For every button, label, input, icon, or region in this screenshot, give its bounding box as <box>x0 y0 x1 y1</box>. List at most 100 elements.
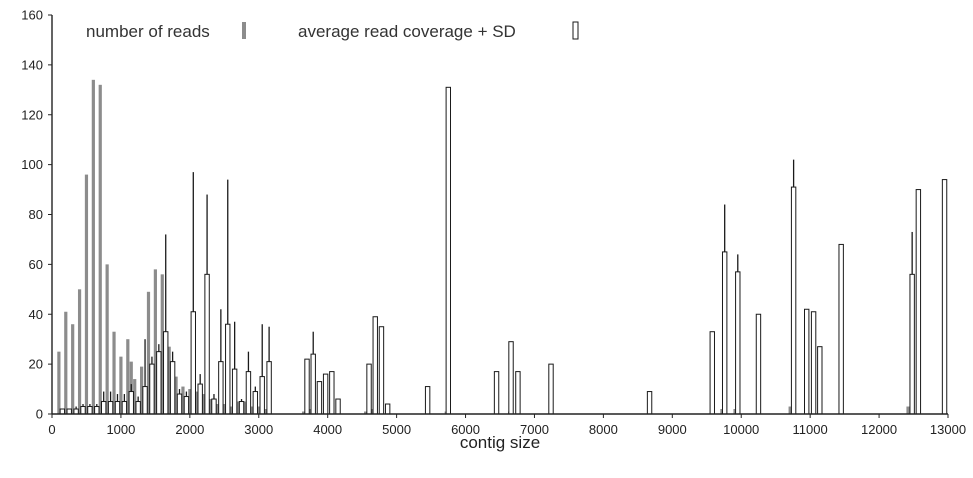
bar-number-of-reads <box>133 379 137 414</box>
bar-average-read-coverage <box>909 273 915 415</box>
x-axis-title: contig size <box>460 433 540 452</box>
legend-swatch-reads <box>242 22 246 39</box>
bar-average-read-coverage <box>190 311 196 415</box>
x-tick-label: 6000 <box>451 422 480 437</box>
bar-average-read-coverage <box>121 401 128 415</box>
y-tick-label: 40 <box>29 307 43 322</box>
bar-average-read-coverage <box>176 393 183 415</box>
bar-number-of-reads <box>195 391 199 414</box>
bar-average-read-coverage <box>384 403 391 415</box>
bar-average-read-coverage <box>169 361 176 415</box>
y-tick-label: 160 <box>21 8 43 23</box>
bar-average-read-coverage <box>709 331 715 415</box>
bar-number-of-reads <box>370 409 375 414</box>
bar-average-read-coverage <box>810 311 817 415</box>
bar-number-of-reads <box>229 406 233 414</box>
bar-average-read-coverage <box>259 376 265 415</box>
y-tick-label: 20 <box>29 357 43 372</box>
x-tick-label: 11000 <box>793 422 828 437</box>
bar-number-of-reads <box>146 291 151 414</box>
x-tick-label: 0 <box>48 422 55 437</box>
bar-number-of-reads <box>153 269 157 414</box>
bar-number-of-reads <box>160 274 164 414</box>
x-tick-label: 7000 <box>520 422 549 437</box>
x-tick-label: 9000 <box>658 422 687 437</box>
bar-average-read-coverage <box>183 396 190 415</box>
bar-number-of-reads <box>57 351 61 414</box>
bar-number-of-reads <box>91 79 95 415</box>
bar-average-read-coverage <box>372 316 378 415</box>
bar-number-of-reads <box>308 409 313 414</box>
bar-average-read-coverage <box>107 401 114 415</box>
bar-number-of-reads <box>788 406 792 414</box>
bar-number-of-reads <box>119 356 123 414</box>
bar-number-of-reads <box>720 409 724 414</box>
bar-number-of-reads <box>257 406 261 414</box>
bar-average-read-coverage <box>231 368 238 415</box>
bar-average-read-coverage <box>817 346 823 415</box>
ticks: 0 1000 2000 3000 4000 5000 6000 7000 8000 9000 100… <box>21 8 966 438</box>
y-tick-label: 140 <box>21 57 43 72</box>
x-tick-label: 2000 <box>175 422 204 437</box>
bar-average-read-coverage <box>59 408 66 415</box>
x-tick-label: 8000 <box>589 422 618 437</box>
bar-average-read-coverage <box>508 341 514 415</box>
x-tick-label: 13000 <box>930 422 966 437</box>
bar-average-read-coverage <box>87 406 93 415</box>
bar-number-of-reads <box>84 174 89 414</box>
bar-average-read-coverage <box>100 401 107 415</box>
bar-average-read-coverage <box>252 391 259 415</box>
bar-number-of-reads <box>174 376 178 414</box>
bar-number-of-reads <box>243 401 247 414</box>
bar-number-of-reads <box>64 311 68 414</box>
bar-number-of-reads <box>202 394 206 414</box>
bar-average-read-coverage <box>915 189 922 415</box>
bar-average-read-coverage <box>493 371 500 415</box>
bar-average-read-coverage <box>304 358 310 415</box>
bar-number-of-reads <box>77 289 82 414</box>
bar-average-read-coverage <box>94 406 100 415</box>
bar-number-of-reads <box>215 404 220 414</box>
bar-average-read-coverage <box>204 273 210 415</box>
bar-number-of-reads <box>188 389 192 414</box>
bar-number-of-reads <box>71 324 75 414</box>
y-tick-label: 60 <box>29 257 43 272</box>
bar-average-read-coverage <box>838 243 844 415</box>
bar-average-read-coverage <box>366 363 372 415</box>
bar-average-read-coverage <box>66 408 72 415</box>
bar-average-read-coverage <box>197 383 203 415</box>
bar-average-read-coverage <box>128 391 134 415</box>
bar-number-of-reads <box>140 366 144 414</box>
bar-number-of-reads <box>105 264 109 414</box>
bar-average-read-coverage <box>445 86 452 415</box>
bars-layer <box>57 79 948 415</box>
bar-average-read-coverage <box>211 398 217 415</box>
legend-swatch-coverage <box>572 21 579 40</box>
bar-average-read-coverage <box>135 401 141 415</box>
x-tick-label: 12000 <box>861 422 897 437</box>
x-tick-label: 4000 <box>313 422 342 437</box>
bar-average-read-coverage <box>316 381 323 415</box>
bar-number-of-reads <box>301 411 306 414</box>
bar-average-read-coverage <box>238 401 245 415</box>
bar-average-read-coverage <box>80 406 86 415</box>
y-tick-label: 100 <box>21 157 43 172</box>
bar-number-of-reads <box>906 406 910 414</box>
bar-average-read-coverage <box>142 386 148 415</box>
bar-number-of-reads <box>364 411 368 414</box>
bar-average-read-coverage <box>424 386 431 415</box>
bar-average-read-coverage <box>755 313 762 415</box>
bar-average-read-coverage <box>245 371 252 415</box>
bar-average-read-coverage <box>156 351 162 415</box>
bar-average-read-coverage <box>73 408 79 415</box>
bar-number-of-reads <box>181 386 185 414</box>
x-tick-label: 1000 <box>106 422 135 437</box>
bar-number-of-reads <box>112 331 116 414</box>
bar-average-read-coverage <box>218 361 224 415</box>
bar-number-of-reads <box>208 399 213 414</box>
legend: number of reads average read coverage + … <box>86 21 579 41</box>
bar-average-read-coverage <box>735 271 741 415</box>
x-tick-label: 3000 <box>244 422 273 437</box>
bar-average-read-coverage <box>163 331 169 415</box>
bar-number-of-reads <box>167 346 171 414</box>
